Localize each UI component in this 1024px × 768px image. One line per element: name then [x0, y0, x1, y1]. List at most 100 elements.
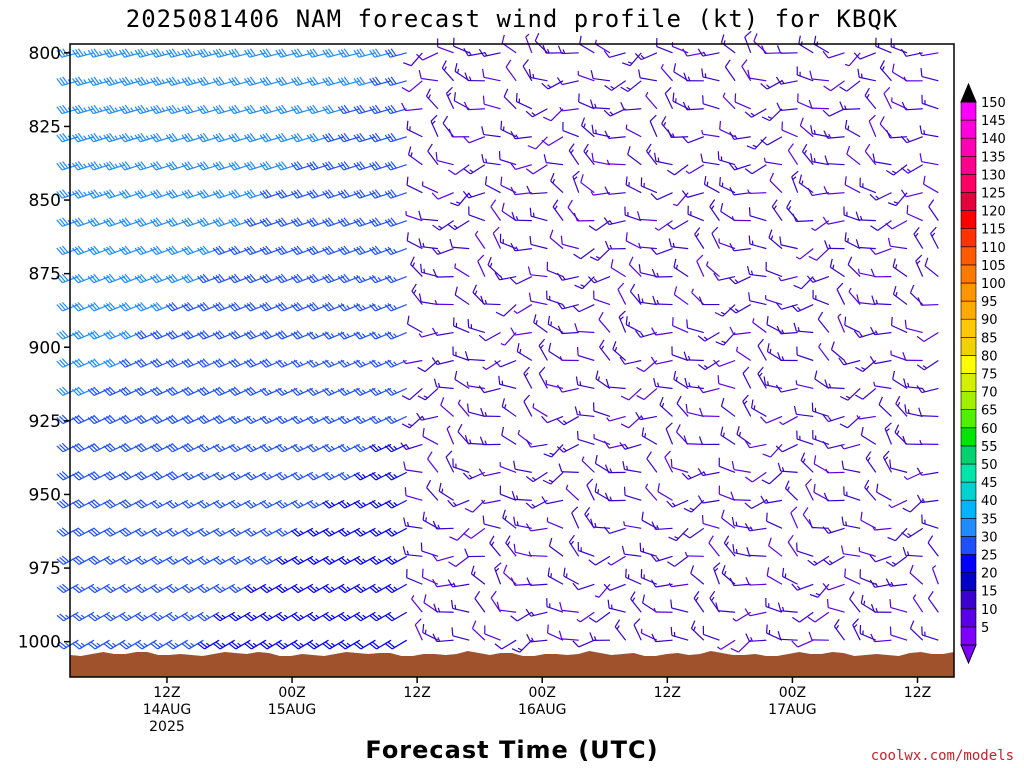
wind-barb — [690, 565, 705, 585]
wind-barb — [384, 48, 407, 58]
wind-barb — [886, 129, 908, 139]
wind-barb — [864, 479, 877, 501]
wind-barb — [575, 376, 595, 390]
wind-barb — [732, 544, 751, 557]
wind-barb — [525, 499, 548, 509]
wind-barb — [496, 601, 517, 613]
wind-barb — [165, 301, 189, 312]
wind-barb — [181, 414, 204, 425]
wind-barb — [431, 247, 454, 255]
wind-barb — [730, 491, 751, 501]
wind-barb — [244, 583, 267, 594]
wind-barb — [541, 136, 564, 147]
colorbar-label: 115 — [981, 223, 1006, 238]
wind-barb — [353, 331, 376, 340]
wind-barb — [103, 639, 126, 650]
wind-barb — [181, 76, 204, 86]
wind-barb — [511, 211, 532, 222]
colorbar-swatch — [960, 427, 977, 447]
wind-barb — [731, 516, 751, 529]
wind-barb — [906, 205, 923, 222]
wind-barb — [844, 176, 861, 194]
wind-barb — [452, 458, 470, 473]
wind-barb — [682, 101, 704, 111]
wind-barb — [181, 132, 204, 143]
wind-barb — [761, 45, 783, 55]
y-tick-label: 900 — [29, 338, 61, 358]
wind-barb — [477, 254, 486, 277]
wind-barb — [165, 386, 189, 396]
colorbar-label: 65 — [981, 404, 998, 419]
wind-barb — [503, 564, 517, 585]
wind-barb — [165, 273, 189, 284]
wind-barb — [165, 76, 188, 86]
wind-barb — [671, 346, 689, 362]
wind-barb — [902, 546, 923, 557]
wind-barb — [730, 639, 752, 653]
wind-barb — [529, 235, 548, 250]
wind-barb — [909, 284, 924, 305]
wind-barb — [197, 161, 220, 171]
wind-barb — [290, 132, 314, 143]
wind-barb — [517, 429, 533, 445]
wind-barb — [892, 285, 908, 306]
x-tick-label: 2025 — [149, 719, 185, 735]
wind-barb — [901, 527, 924, 539]
wind-barb — [290, 273, 314, 284]
wind-barb — [916, 467, 939, 476]
wind-barb — [212, 583, 236, 594]
colorbar-label: 60 — [981, 422, 998, 437]
wind-barb — [576, 346, 595, 362]
wind-barb — [87, 358, 110, 368]
wind-barb — [463, 527, 486, 539]
wind-barb — [404, 487, 423, 501]
colorbar-label: 80 — [981, 349, 998, 364]
wind-barb — [433, 603, 454, 613]
wind-barb — [166, 583, 189, 594]
wind-barb — [259, 330, 282, 340]
wind-barb — [683, 499, 705, 513]
wind-barb — [681, 471, 705, 480]
wind-barb — [510, 242, 532, 252]
wind-barb — [718, 238, 736, 250]
wind-barb — [830, 341, 845, 361]
wind-barb — [72, 386, 95, 396]
wind-barb — [664, 450, 674, 473]
wind-barb — [765, 261, 783, 278]
wind-barb — [197, 104, 220, 115]
wind-barb — [181, 217, 204, 227]
wind-barb — [509, 276, 533, 285]
wind-barb — [487, 256, 501, 278]
wind-barb — [150, 217, 173, 227]
wind-barb — [87, 48, 110, 58]
wind-barb — [118, 330, 142, 340]
wind-barb — [103, 217, 126, 227]
wind-barb — [676, 395, 689, 417]
wind-barb — [872, 153, 892, 166]
wind-barb — [430, 114, 439, 137]
colorbar-label: 140 — [981, 132, 1006, 147]
wind-barb — [653, 607, 673, 613]
wind-barb — [213, 639, 236, 650]
wind-barb — [869, 579, 892, 588]
wind-barb — [543, 108, 564, 122]
wind-barb — [418, 210, 439, 222]
wind-barb — [685, 403, 704, 418]
wind-barb — [414, 618, 423, 641]
plot-frame — [69, 43, 955, 678]
wind-barb — [718, 485, 736, 501]
wind-barb — [118, 217, 142, 227]
wind-barb — [683, 351, 704, 362]
wind-barb — [889, 599, 908, 613]
colorbar-label: 25 — [981, 549, 998, 564]
wind-barb — [369, 217, 392, 227]
wind-barb — [744, 440, 767, 449]
wind-barb — [322, 583, 345, 594]
wind-barb — [450, 192, 470, 207]
wind-barb — [103, 301, 126, 312]
wind-barb — [525, 33, 533, 54]
wind-barb — [558, 630, 579, 641]
wind-barb — [871, 295, 892, 306]
wind-barb — [87, 104, 110, 115]
